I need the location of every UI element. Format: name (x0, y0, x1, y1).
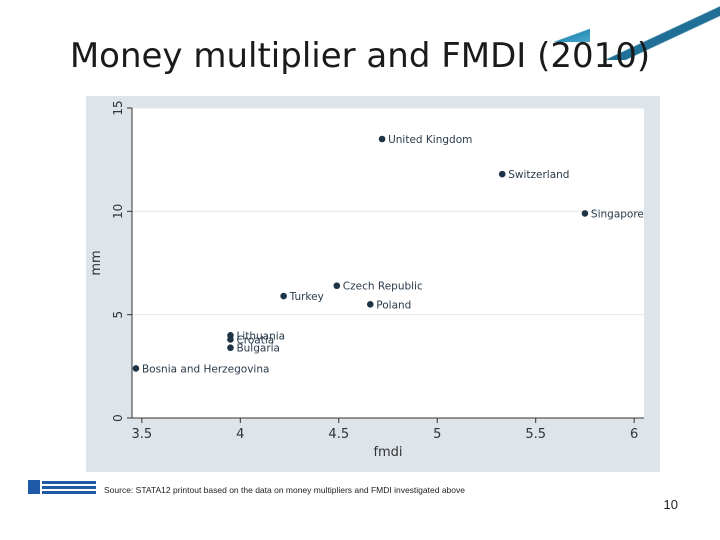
data-point (581, 210, 589, 217)
page-number: 10 (663, 497, 678, 512)
data-point (280, 292, 287, 300)
y-axis-label: mm (89, 250, 104, 275)
point-label: United Kingdom (388, 134, 472, 146)
university-logo (28, 480, 98, 496)
x-tick-label: 3.5 (132, 427, 153, 442)
point-label: Poland (376, 299, 411, 311)
logo-mark-icon (28, 480, 40, 494)
scatter-chart: 0 5 10 15 3.5 4 4.5 5 5.5 6 United Kingdom Switze… (86, 96, 660, 472)
x-tick-label: 4.5 (328, 427, 349, 442)
point-label: Bulgaria (236, 343, 280, 355)
data-point (378, 135, 386, 143)
slide-title: Money multiplier and FMDI (2010) (69, 36, 651, 76)
scatter-plot-svg: 0 5 10 15 3.5 4 4.5 5 5.5 6 United Kingdom Switze… (89, 100, 644, 460)
x-axis-label: fmdi (373, 445, 402, 460)
data-point (227, 344, 234, 352)
point-label: Czech Republic (343, 281, 423, 293)
x-tick-label: 5.5 (525, 427, 546, 442)
point-label: Switzerland (508, 169, 569, 181)
x-axis: 3.5 4 4.5 5 5.5 6 (132, 417, 644, 442)
data-point (227, 336, 234, 343)
y-axis: 0 5 10 15 (111, 100, 133, 422)
data-point (366, 301, 374, 308)
plot-area (132, 108, 644, 418)
data-point (333, 282, 341, 290)
y-tick-label: 5 (111, 311, 125, 319)
point-label: Bosnia and Herzegovina (142, 363, 270, 375)
x-tick-label: 6 (630, 427, 638, 442)
point-label: Singapore (591, 208, 644, 220)
data-point (498, 170, 506, 178)
point-label: Croatia (236, 334, 274, 346)
x-tick-label: 5 (433, 427, 441, 442)
corner-accent-stripe-dark (590, 0, 720, 60)
x-tick-label: 4 (236, 427, 244, 442)
grid-lines (132, 107, 644, 316)
y-tick-label: 0 (111, 414, 125, 422)
logo-wordmark (42, 481, 96, 496)
point-label: Turkey (289, 291, 324, 303)
data-points: United Kingdom Switzerland Singapore Czech … (132, 134, 644, 375)
y-tick-label: 15 (111, 100, 125, 115)
data-point (132, 365, 140, 372)
point-label: Lithuania (236, 330, 285, 342)
source-note: Source: STATA12 printout based on the da… (104, 485, 465, 495)
y-tick-label: 10 (111, 204, 125, 219)
